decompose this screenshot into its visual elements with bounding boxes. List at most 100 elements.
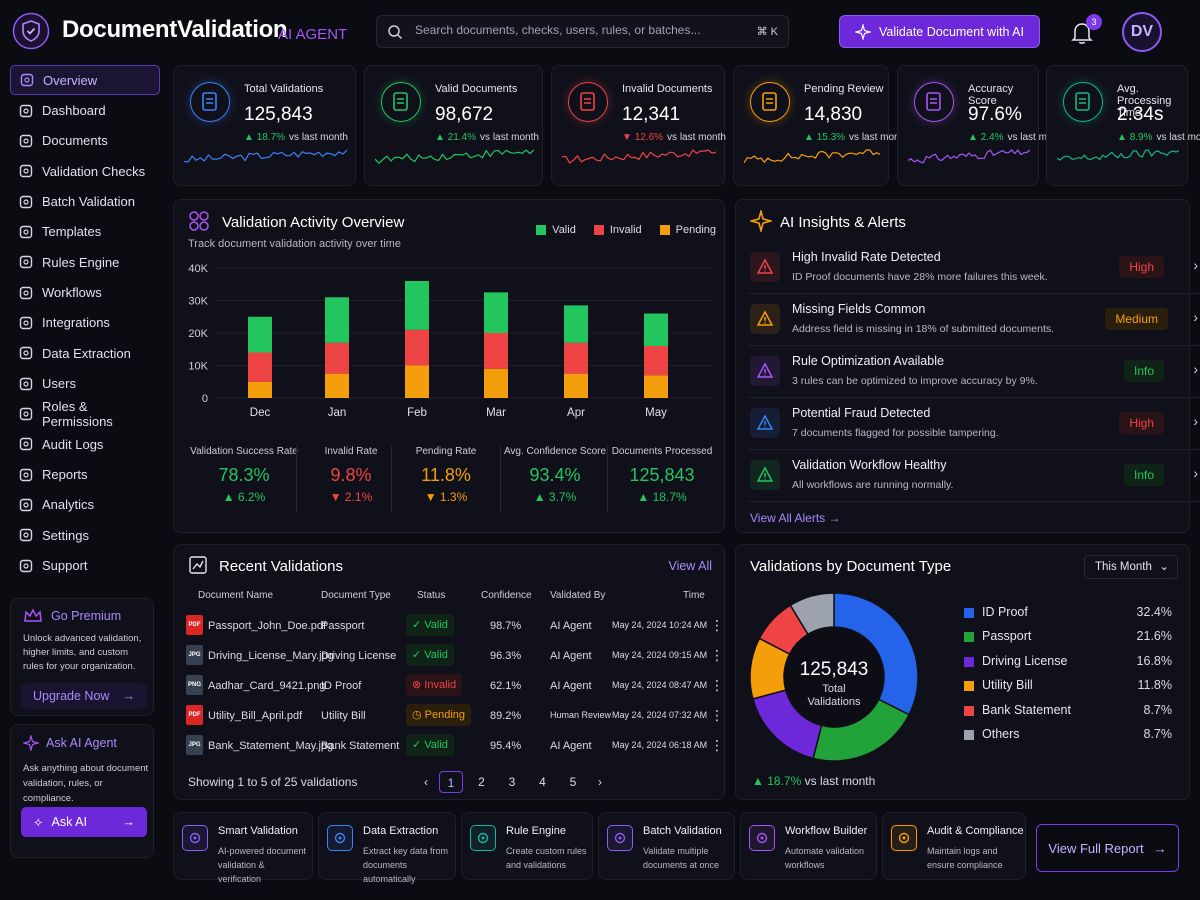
sidebar-item-audit-logs[interactable]: Audit Logs [10,429,160,459]
avatar[interactable]: DV [1122,12,1162,52]
status-label: Valid [424,649,448,661]
sidebar-item-roles-permissions[interactable]: Roles & Permissions [10,399,160,429]
feature-card-rule-engine[interactable]: Rule Engine Create custom rules and valid… [461,812,593,880]
doctype-name: Others [982,727,1020,741]
prev-page-icon[interactable]: ‹ [424,775,428,789]
status-label: Valid [424,619,448,631]
sidebar-item-settings[interactable]: Settings [10,520,160,550]
warning-icon [750,252,780,282]
dashboard-icon [18,103,34,119]
sidebar-item-rules-engine[interactable]: Rules Engine [10,247,160,277]
chevron-right-icon[interactable]: › [1193,413,1198,429]
stat-card-0: Total Validations 125,843 ▲ 18.7% vs last m… [173,65,356,186]
stat-value: 125,843 [244,104,313,125]
feature-card-audit-compliance[interactable]: Audit & Compliance Maintain logs and ensu… [882,812,1026,880]
crown-icon [23,608,43,624]
stat-card-2: Invalid Documents 12,341 ▼ 12.6% vs last mo… [551,65,726,186]
feature-card-workflow-builder[interactable]: Workflow Builder Automate validation work… [740,812,877,880]
sidebar-item-overview[interactable]: Overview [10,65,160,96]
upgrade-now-button[interactable]: Upgrade Now → [21,683,147,709]
view-all-link[interactable]: View All [668,559,712,573]
more-options-icon[interactable]: ⋮ [710,707,724,723]
sidebar-item-templates[interactable]: Templates [10,217,160,247]
table-row[interactable]: PDF Passport_John_Doe.pdf Passport ✓ Valid 9… [184,611,724,641]
recent-title: Recent Validations [219,558,343,575]
period-select[interactable]: This Month ⌄ [1084,555,1178,579]
metric-delta: ▲ 3.7% [495,490,615,504]
stat-delta-value: 18.7% [256,132,286,143]
sidebar-item-workflows[interactable]: Workflows [10,277,160,307]
doctype-percent: 21.6% [1136,629,1172,644]
legend-swatch [964,705,974,716]
feature-desc: Automate validation workflows [785,846,865,870]
bell-icon[interactable] [1068,18,1096,46]
chevron-right-icon[interactable]: › [1193,309,1198,325]
chevron-right-icon[interactable]: › [1193,465,1198,481]
feature-card-batch-validation[interactable]: Batch Validation Validate multiple docume… [598,812,735,880]
stat-title: Pending Review [804,83,884,95]
sparkline [562,149,716,164]
sidebar-item-reports[interactable]: Reports [10,459,160,489]
alert-item[interactable]: Missing Fields Common Address field is mi… [748,296,1200,346]
metric-delta-value: 18.7% [652,490,687,504]
sidebar-item-analytics[interactable]: Analytics [10,490,160,520]
sidebar-item-batch-validation[interactable]: Batch Validation [10,186,160,216]
chevron-right-icon[interactable]: › [1193,361,1198,377]
confidence-value: 62.1% [490,680,522,692]
sidebar-item-users[interactable]: Users [10,368,160,398]
next-page-icon[interactable]: › [598,775,602,789]
table-row[interactable]: JPG Bank_Statement_May.jpg Bank Statement ✓… [184,731,724,761]
table-row[interactable]: PNG Aadhar_Card_9421.png ID Proof ⊗ Invalid… [184,671,724,701]
alert-level-badge: Info [1123,360,1164,382]
alert-item[interactable]: High Invalid Rate Detected ID Proof docum… [748,244,1200,294]
page-1-button[interactable]: 1 [439,771,463,793]
alert-item[interactable]: Rule Optimization Available 3 rules can b… [748,348,1200,398]
page-5-button[interactable]: 5 [569,775,577,789]
view-all-alerts-link[interactable]: View All Alerts → [750,511,841,525]
batch-icon [18,194,34,210]
column-header: Time [683,590,705,601]
more-options-icon[interactable]: ⋮ [710,647,724,663]
document-type: Bank Statement [321,740,400,752]
more-options-icon[interactable]: ⋮ [710,617,724,633]
page-4-button[interactable]: 4 [539,775,546,789]
legend-swatch [659,225,670,235]
analytics-icon [18,497,34,513]
more-options-icon[interactable]: ⋮ [710,737,724,753]
stat-delta: ▲ 8.9%vs last month [1117,132,1200,143]
page-2-button[interactable]: 2 [478,775,485,789]
alert-item[interactable]: Validation Workflow Healthy All workflows… [748,452,1200,502]
ask-ai-button[interactable]: ✧ Ask AI → [21,807,147,837]
sidebar-item-support[interactable]: Support [10,551,160,581]
sidebar-item-documents[interactable]: Documents [10,126,160,156]
more-options-icon[interactable]: ⋮ [710,677,724,693]
sidebar-item-dashboard[interactable]: Dashboard [10,95,160,125]
bar-invalid-apr [564,342,588,374]
confidence-value: 95.4% [490,740,522,752]
feature-card-data-extraction[interactable]: Data Extraction Extract key data from doc… [318,812,456,884]
alert-level-badge: Medium [1105,308,1168,330]
validate-document-button[interactable]: Validate Document with AI [839,15,1040,48]
search-input[interactable] [415,23,745,37]
view-full-report-button[interactable]: View Full Report → [1036,824,1179,872]
feature-card-smart-validation[interactable]: Smart Validation AI-powered document vali… [173,812,313,884]
page-3-button[interactable]: 3 [508,775,516,789]
metric-label: Avg. Confidence Score [503,446,607,457]
insights-title: AI Insights & Alerts [780,214,906,231]
legend-item: Valid [536,224,576,236]
stat-delta-value: 15.3% [816,132,846,143]
table-row[interactable]: PDF Utility_Bill_April.pdf Utility Bill ◷ P… [184,701,724,731]
legend-swatch [964,730,974,740]
bar-pending-dec [248,381,272,398]
chevron-right-icon[interactable]: › [1193,257,1198,273]
sidebar-item-validation-checks[interactable]: Validation Checks [10,156,160,186]
stat-delta-value: 21.4% [447,132,477,143]
alert-item[interactable]: Potential Fraud Detected 7 documents flag… [748,400,1200,450]
sidebar-item-integrations[interactable]: Integrations [10,308,160,338]
column-header: Document Type [321,590,391,601]
confidence-value: 96.3% [490,650,522,662]
search-bar[interactable]: ⌘ K [376,15,789,48]
stat-delta: ▼ 12.6% vs last month [622,132,726,143]
table-row[interactable]: JPG Driving_License_Mary.jpg Driving Licen… [184,641,724,671]
sidebar-item-data-extraction[interactable]: Data Extraction [10,338,160,368]
